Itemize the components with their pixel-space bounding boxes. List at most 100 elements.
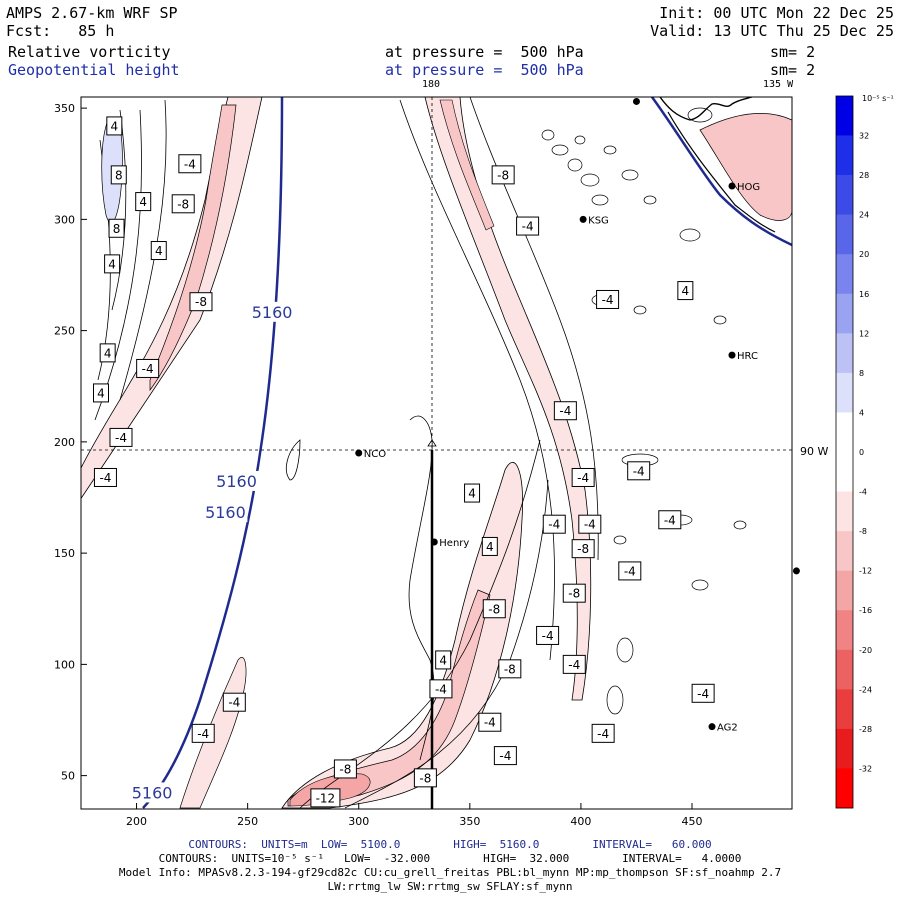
y-tick-label: 250 <box>54 325 75 338</box>
colorbar-label: -8 <box>859 527 867 536</box>
colorbar-label: 0 <box>859 448 864 457</box>
station-label: AG2 <box>717 723 738 734</box>
vort-label: -4 <box>484 716 496 730</box>
vort-label: 4 <box>104 346 112 360</box>
vort-label: 4 <box>97 386 105 400</box>
station-dot <box>579 215 587 223</box>
station-markers: NCO Henry KSG HRC HOG AG2 <box>355 97 800 734</box>
height-label-bg <box>203 502 248 523</box>
station-dot <box>792 567 800 575</box>
vort-label-box <box>493 746 517 766</box>
vort-label: 8 <box>113 222 121 236</box>
vort-label-box <box>596 289 620 309</box>
vort-label-box <box>110 165 127 185</box>
footer-height-contours: CONTOURS: UNITS=m LOW= 5100.0 HIGH= 5160… <box>188 838 712 851</box>
vort-label-box <box>333 759 357 779</box>
colorbar-label: -20 <box>859 646 872 655</box>
vort-label-box <box>618 561 642 581</box>
vort-label: -4 <box>184 157 196 171</box>
height-label-bg <box>214 470 259 491</box>
vort-label: -4 <box>548 518 560 532</box>
y-tick-label: 100 <box>54 658 75 671</box>
vort-label-box <box>516 216 540 236</box>
vort-label: -8 <box>339 762 351 776</box>
height-label: 5160 <box>132 783 173 802</box>
vort-label-box <box>222 692 246 712</box>
colorbar-swatch <box>836 649 853 690</box>
vort-label: -4 <box>584 518 596 532</box>
vort-shade-east-band <box>424 97 592 701</box>
vort-label-box <box>562 654 586 674</box>
station-label: KSG <box>588 215 609 226</box>
colorbar-swatch <box>836 412 853 453</box>
colorbar-label: 12 <box>859 329 869 338</box>
colorbar-label: -28 <box>859 725 872 734</box>
vort-label-box <box>109 427 133 447</box>
vort-label: -8 <box>419 771 431 785</box>
x-tick-label: 400 <box>570 815 591 828</box>
field1-smoothing: sm= 2 <box>770 43 816 61</box>
coastline <box>659 97 753 121</box>
vort-label: -8 <box>497 168 509 182</box>
station-dot <box>728 351 736 359</box>
vort-label-box <box>135 192 152 212</box>
vort-label-box <box>435 650 452 670</box>
y-tick-label: 200 <box>54 436 75 449</box>
vort-label: -8 <box>504 662 516 676</box>
colorbar-swatch <box>836 96 853 136</box>
colorbar-label: 8 <box>859 369 864 378</box>
vort-label: -8 <box>488 602 500 616</box>
vort-shade-east-inner <box>439 99 495 231</box>
vort-label: 4 <box>139 195 147 209</box>
height-label: 5160 <box>252 303 293 322</box>
plot-frame <box>80 96 793 810</box>
lon-label-90w: 90 W <box>800 445 828 458</box>
vort-label: -4 <box>624 564 636 578</box>
station-dot <box>708 723 716 731</box>
colorbar-swatch <box>836 254 853 295</box>
colorbar-label: -32 <box>859 764 872 773</box>
vort-label-box <box>150 241 167 261</box>
init-time: Init: 00 UTC Mon 22 Dec 25 <box>659 4 894 22</box>
colorbar-swatch <box>836 372 853 413</box>
vort-label-box <box>93 467 117 487</box>
colorbar-frame <box>835 95 854 809</box>
colorbar-swatch <box>836 531 853 571</box>
vort-label: -4 <box>697 687 709 701</box>
vort-label: -4 <box>559 404 571 418</box>
vort-label: 4 <box>486 540 494 554</box>
vort-shade-west-inner <box>149 104 237 392</box>
footer-physics-info: LW:rrtmg_lw SW:rrtmg_sw SFLAY:sf_mynn <box>327 880 573 893</box>
lon-label-180: 180 <box>422 79 441 90</box>
vort-label-box <box>562 583 586 603</box>
vort-label: -4 <box>435 682 447 696</box>
station-label: Henry <box>439 538 469 549</box>
vort-label: -8 <box>568 587 580 601</box>
footer-model-info: Model Info: MPASv8.2.3-194-gf29cd82c CU:… <box>118 866 782 879</box>
colorbar-swatch <box>836 452 853 492</box>
vort-label: 4 <box>468 487 476 501</box>
colorbar: 10⁻⁵ s⁻¹ 32 28 24 20 16 12 8 4 0 -4 -8 -12 -16 -20 -24… <box>835 94 894 809</box>
vort-label-box <box>171 194 195 214</box>
lon-label-135w: 135 W <box>763 79 794 90</box>
station-label: NCO <box>364 449 386 460</box>
vort-label-box <box>553 401 577 421</box>
vort-label-box <box>536 625 560 645</box>
vort-label: -4 <box>197 727 209 741</box>
vort-label: -8 <box>195 295 207 309</box>
colorbar-label: 24 <box>859 211 869 220</box>
vort-label: 4 <box>111 119 119 133</box>
vort-shade-south <box>281 462 523 809</box>
colorbar-swatch <box>836 214 853 255</box>
vorticity-contour-labels: 4 8 4 8 4 4 4 4 -4 -8 -8 -4 -4 -4 -8 -4 -4 4 -4 -4 -4 4 -4 -4 4 -… <box>92 116 715 808</box>
vort-label-box <box>498 659 522 679</box>
vort-label-box <box>464 483 481 503</box>
y-tick-label: 350 <box>54 102 75 115</box>
vort-label-box <box>104 254 121 274</box>
colorbar-label: 4 <box>859 408 864 417</box>
vort-label: -4 <box>664 513 676 527</box>
vort-label: 4 <box>682 284 690 298</box>
x-axis-ticks: 200 250 300 350 400 450 <box>126 803 703 828</box>
vort-label-box <box>191 723 215 743</box>
